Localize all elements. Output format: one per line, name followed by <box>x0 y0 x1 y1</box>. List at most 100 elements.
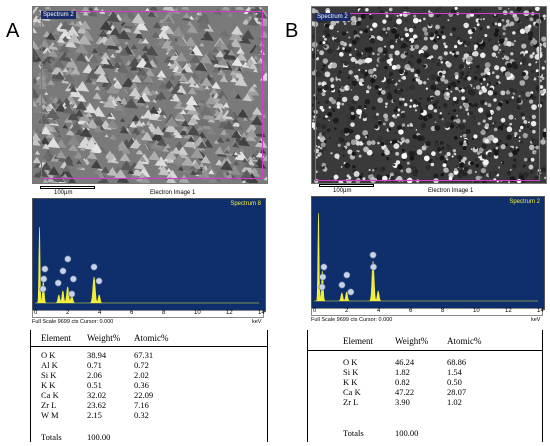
sem-grain <box>377 136 384 143</box>
sem-grain <box>534 54 541 60</box>
table-cell-element: Zr L <box>41 400 57 410</box>
sem-grain <box>215 50 225 58</box>
panel-b-header-element: Element <box>343 336 373 346</box>
sem-grain <box>157 113 167 121</box>
sem-grain <box>500 144 506 150</box>
sem-grain <box>138 156 147 163</box>
sem-grain <box>410 126 413 129</box>
sem-grain <box>115 62 130 74</box>
sem-grain <box>315 122 321 128</box>
sem-grain <box>442 163 447 168</box>
sem-grain <box>476 23 480 27</box>
sem-grain <box>131 126 141 134</box>
sem-grain <box>473 87 476 90</box>
eds-peak-marker <box>41 265 49 273</box>
sem-grain <box>63 73 75 83</box>
sem-grain <box>322 117 326 121</box>
sem-grain <box>224 149 230 154</box>
table-cell-element: K K <box>41 380 56 390</box>
sem-grain <box>453 45 458 49</box>
sem-grain <box>228 30 243 42</box>
sem-grain <box>473 51 479 57</box>
sem-grain <box>179 101 187 108</box>
sem-grain <box>386 157 390 161</box>
eds-peak-marker <box>69 275 77 283</box>
sem-grain <box>335 45 339 49</box>
sem-grain <box>239 169 254 181</box>
sem-grain <box>318 152 322 156</box>
sem-grain <box>196 168 204 175</box>
sem-grain <box>34 94 47 104</box>
sem-grain <box>504 71 511 78</box>
sem-grain <box>75 80 90 92</box>
sem-grain <box>237 108 249 118</box>
sem-grain <box>368 85 371 87</box>
eds-tick-label: 0 <box>34 310 38 316</box>
sem-grain <box>348 176 352 180</box>
sem-grain <box>455 51 460 55</box>
sem-grain <box>324 71 331 78</box>
sem-grain <box>36 68 49 79</box>
sem-grain <box>471 137 475 140</box>
sem-grain <box>436 15 439 18</box>
sem-grain <box>100 56 110 65</box>
sem-grain <box>394 33 400 39</box>
sem-grain <box>484 67 490 73</box>
sem-grain <box>331 141 336 146</box>
sem-grain <box>511 61 516 66</box>
sem-grain <box>454 87 459 91</box>
sem-grain <box>419 97 422 100</box>
sem-grain <box>522 18 526 22</box>
sem-grain <box>516 161 520 165</box>
eds-tick-label: 8 <box>441 308 445 314</box>
sem-grain <box>421 47 424 50</box>
sem-grain <box>33 100 38 107</box>
sem-grain <box>446 87 449 90</box>
sem-grain <box>508 152 513 157</box>
sem-grain <box>379 127 384 132</box>
sem-grain <box>41 158 48 163</box>
sem-grain <box>194 61 208 72</box>
sem-grain <box>395 64 401 70</box>
sem-grain <box>462 172 468 177</box>
sem-grain <box>194 81 206 91</box>
sem-grain <box>468 111 474 116</box>
sem-grain <box>531 114 536 120</box>
sem-grain <box>342 47 345 50</box>
panel-b-eds-unit: keV <box>531 317 541 323</box>
sem-grain <box>533 162 537 166</box>
panel-b-letter: B <box>285 20 299 42</box>
sem-grain <box>480 165 484 169</box>
sem-grain <box>351 151 356 156</box>
sem-grain <box>482 18 485 21</box>
sem-grain <box>530 157 535 162</box>
sem-grain <box>75 101 87 111</box>
sem-grain <box>395 160 401 165</box>
sem-grain <box>446 144 450 147</box>
sem-grain <box>312 74 315 80</box>
sem-grain <box>245 16 252 21</box>
sem-grain <box>353 170 360 177</box>
sem-grain <box>452 96 457 101</box>
sem-grain <box>478 147 484 153</box>
sem-grain <box>470 104 475 108</box>
sem-grain <box>406 161 410 165</box>
sem-grain <box>423 9 426 11</box>
sem-grain <box>348 53 352 57</box>
sem-grain <box>498 7 502 11</box>
sem-grain <box>494 22 498 26</box>
sem-grain <box>365 7 369 12</box>
sem-grain <box>425 87 429 90</box>
sem-grain <box>521 71 527 77</box>
sem-grain <box>386 94 393 100</box>
sem-grain <box>363 146 369 153</box>
sem-grain <box>497 129 502 133</box>
sem-grain <box>168 95 174 100</box>
sem-grain <box>219 28 230 37</box>
sem-grain <box>375 112 380 116</box>
sem-grain <box>187 87 197 95</box>
sem-grain <box>450 90 453 93</box>
sem-grain <box>199 53 213 64</box>
sem-grain <box>334 153 340 159</box>
table-cell-atomic: 1.02 <box>447 397 462 407</box>
